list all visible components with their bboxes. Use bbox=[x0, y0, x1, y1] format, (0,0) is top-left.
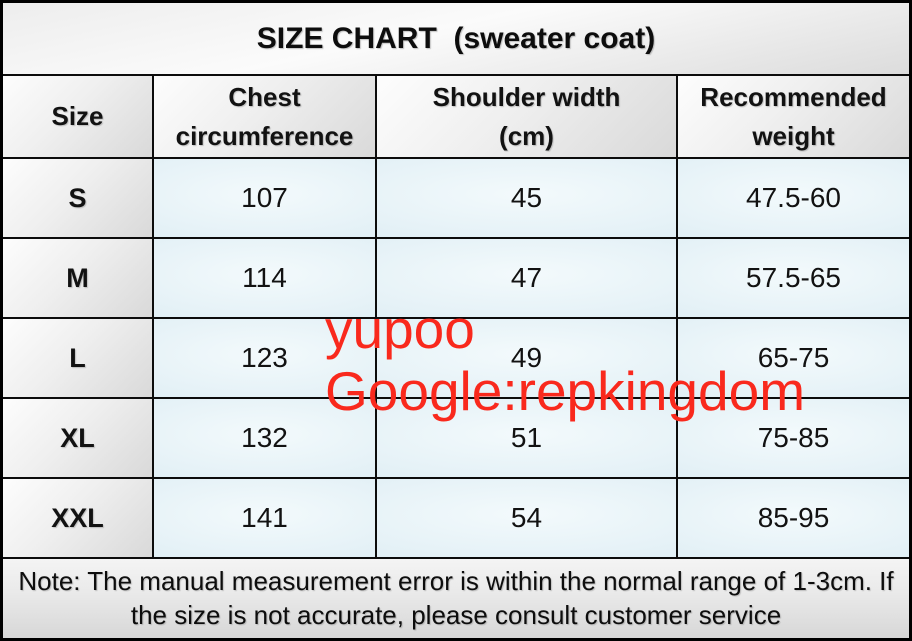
row-l-chest-cell: 123 bbox=[154, 319, 375, 397]
row-m-weight-cell: 57.5-65 bbox=[678, 239, 909, 317]
column-header-chest: Chest circumference bbox=[154, 76, 375, 157]
row-l-size-cell: L bbox=[3, 319, 152, 397]
measurement-note: Note: The manual measurement error is wi… bbox=[3, 559, 909, 638]
row-s-chest-cell: 107 bbox=[154, 159, 375, 237]
row-s-weight-cell: 47.5-60 bbox=[678, 159, 909, 237]
row-m-shoulder-cell: 47 bbox=[377, 239, 676, 317]
size-table: Size Chest circumference Shoulder width … bbox=[3, 74, 909, 559]
column-header-size: Size bbox=[3, 76, 152, 157]
row-m-size-cell: M bbox=[3, 239, 152, 317]
row-m-chest-cell: 114 bbox=[154, 239, 375, 317]
column-header-shoulder: Shoulder width (cm) bbox=[377, 76, 676, 157]
row-xxl-weight-cell: 85-95 bbox=[678, 479, 909, 557]
column-header-weight: Recommended weight bbox=[678, 76, 909, 157]
column-header-size-label: Size bbox=[51, 101, 104, 131]
row-xl-chest-cell: 132 bbox=[154, 399, 375, 477]
column-header-shoulder-label: Shoulder width (cm) bbox=[432, 81, 621, 151]
row-xxl-chest-cell: 141 bbox=[154, 479, 375, 557]
row-xxl-size-cell: XXL bbox=[3, 479, 152, 557]
row-s-shoulder-cell: 45 bbox=[377, 159, 676, 237]
row-s-size-cell: S bbox=[3, 159, 152, 237]
column-header-weight-label: Recommended weight bbox=[700, 81, 887, 151]
column-header-chest-label: Chest circumference bbox=[175, 81, 354, 151]
row-l-weight-cell: 65-75 bbox=[678, 319, 909, 397]
row-xl-shoulder-cell: 51 bbox=[377, 399, 676, 477]
row-xl-weight-cell: 75-85 bbox=[678, 399, 909, 477]
row-xl-size-cell: XL bbox=[3, 399, 152, 477]
row-xxl-shoulder-cell: 54 bbox=[377, 479, 676, 557]
row-l-shoulder-cell: 49 bbox=[377, 319, 676, 397]
chart-title: SIZE CHART (sweater coat) bbox=[3, 3, 909, 74]
